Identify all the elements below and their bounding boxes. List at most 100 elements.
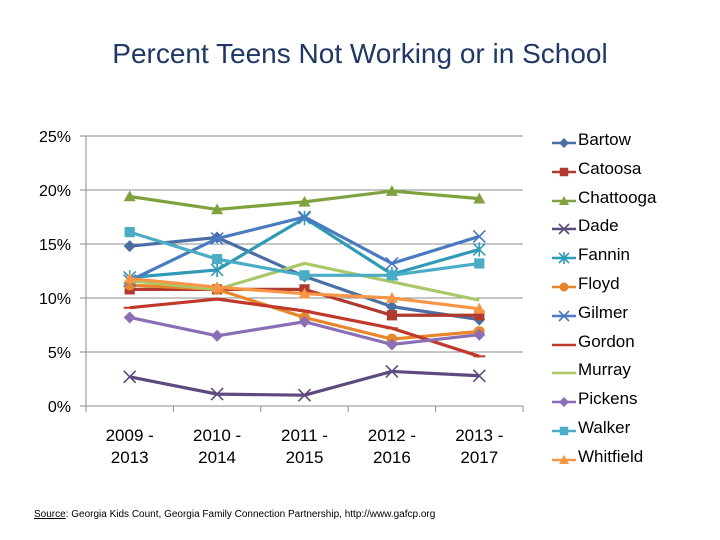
x-tick-label: 2009 - — [106, 426, 154, 445]
x-tick-label: 2010 - — [193, 426, 241, 445]
data-point — [558, 252, 570, 265]
legend-item-chattooga: Chattooga — [552, 186, 712, 215]
source-text: : Georgia Kids Count, Georgia Family Con… — [65, 509, 436, 520]
series-whitfield — [123, 272, 486, 314]
legend-label: Pickens — [578, 389, 638, 409]
data-point — [385, 300, 398, 313]
legend-swatch — [552, 397, 576, 408]
data-point — [474, 258, 485, 269]
data-point — [472, 369, 486, 383]
data-point — [474, 310, 485, 321]
series-gordon — [123, 297, 486, 358]
legend-item-gilmer: Gilmer — [552, 301, 712, 330]
legend-swatch — [552, 252, 576, 265]
x-tick-label: 2011 - — [281, 426, 328, 445]
data-point — [123, 370, 137, 384]
data-point — [473, 192, 486, 204]
legend-swatch — [552, 426, 576, 436]
source-label: Source — [34, 509, 66, 520]
y-tick-label: 0% — [48, 399, 71, 416]
data-point — [211, 203, 224, 215]
data-point — [210, 232, 224, 246]
legend-label: Walker — [578, 417, 631, 437]
data-point — [559, 138, 569, 148]
legend-swatch — [552, 138, 576, 148]
series-chattooga — [123, 185, 486, 215]
data-point — [472, 229, 486, 244]
legend-swatch — [552, 343, 576, 346]
data-point — [559, 195, 569, 205]
x-tick-label: 2017 — [460, 448, 498, 467]
legend-item-dade: Dade — [552, 214, 712, 243]
x-tick-label: 2013 — [111, 448, 149, 467]
legend-label: Dade — [578, 216, 619, 236]
y-tick-label: 25% — [39, 129, 71, 146]
legend-label: Chattooga — [578, 187, 657, 207]
data-point — [385, 338, 398, 351]
data-point — [212, 254, 223, 265]
x-tick-label: 2014 — [198, 448, 236, 467]
x-tick-label: 2013 - — [455, 426, 503, 445]
legend-item-bartow: Bartow — [552, 128, 712, 157]
series-murray — [129, 261, 480, 302]
legend-swatch — [552, 372, 576, 375]
series-pickens — [123, 311, 486, 351]
legend-item-whitfield: Whitfield — [552, 445, 712, 474]
series-line — [129, 261, 480, 302]
source-note: Source: Georgia Kids Count, Georgia Fami… — [34, 509, 435, 520]
data-point — [386, 270, 397, 281]
data-point — [558, 310, 570, 322]
data-point — [297, 388, 312, 402]
legend-label: Murray — [578, 360, 631, 380]
data-point — [210, 387, 224, 401]
y-tick-label: 5% — [48, 345, 71, 362]
series-line — [129, 369, 480, 397]
legend-label: Bartow — [578, 130, 631, 149]
legend-swatch — [552, 454, 576, 464]
chart-legend: Bartow Catoosa Chattooga Dade Fannin Floyd Gil… — [552, 128, 712, 474]
series-dade — [123, 364, 486, 402]
legend-item-catoosa: Catoosa — [552, 157, 712, 186]
legend-label: Catoosa — [578, 158, 642, 178]
data-point — [298, 315, 311, 328]
data-point — [559, 426, 569, 436]
data-point — [123, 311, 136, 324]
data-point — [472, 242, 486, 257]
legend-label: Gordon — [578, 331, 635, 351]
data-point — [385, 185, 398, 196]
data-point — [211, 329, 224, 342]
legend-item-walker: Walker — [552, 416, 712, 445]
x-tick-label: 2012 - — [368, 426, 416, 445]
y-tick-label: 20% — [39, 183, 71, 200]
legend-swatch — [552, 195, 576, 205]
legend-swatch — [552, 310, 576, 322]
y-tick-label: 10% — [39, 291, 71, 308]
data-point — [211, 281, 224, 292]
legend-swatch — [552, 167, 576, 177]
series-walker — [124, 227, 485, 281]
legend-item-pickens: Pickens — [552, 387, 712, 416]
legend-swatch — [552, 223, 576, 235]
legend-swatch — [552, 282, 576, 292]
data-point — [123, 240, 136, 253]
legend-label: Gilmer — [578, 302, 629, 322]
legend-label: Floyd — [578, 273, 620, 293]
y-tick-label: 15% — [39, 237, 71, 254]
data-point — [297, 210, 312, 224]
x-tick-label: 2016 — [373, 448, 411, 467]
data-point — [473, 328, 486, 341]
legend-item-fannin: Fannin — [552, 243, 712, 272]
data-point — [299, 270, 310, 281]
data-point — [385, 256, 399, 271]
data-point — [210, 262, 224, 278]
data-point — [385, 292, 398, 303]
data-point — [386, 310, 397, 321]
data-point — [559, 397, 569, 408]
legend-label: Fannin — [578, 245, 630, 265]
data-point — [559, 282, 569, 292]
data-point — [298, 287, 311, 299]
data-point — [123, 272, 136, 284]
data-point — [123, 190, 136, 202]
legend-item-murray: Murray — [552, 358, 712, 387]
